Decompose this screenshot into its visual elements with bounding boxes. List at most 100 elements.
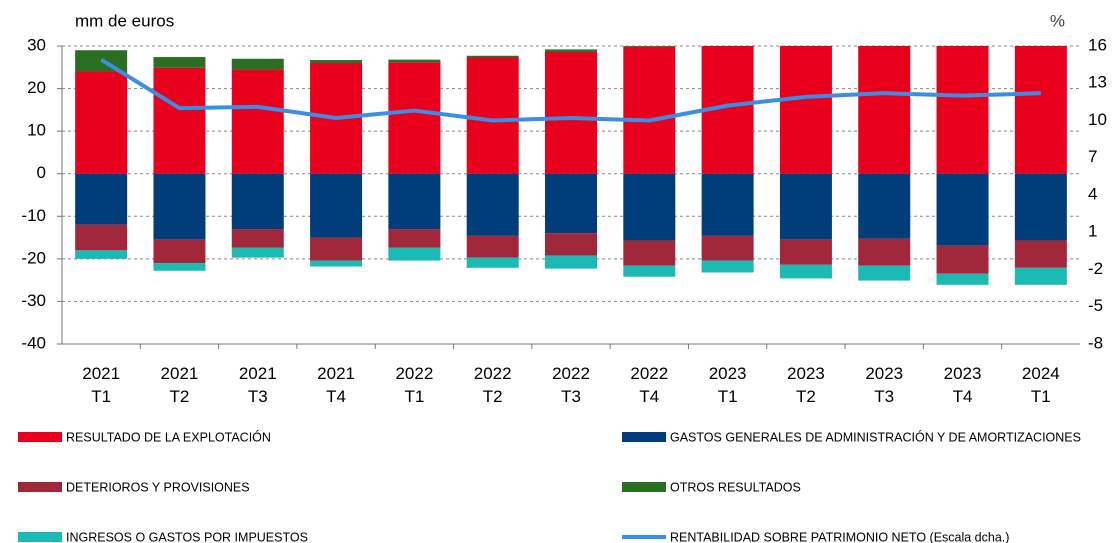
- bar: [466, 55, 519, 58]
- bar: [858, 46, 911, 174]
- bar: [779, 239, 832, 265]
- y-tick-label: -30: [21, 291, 46, 310]
- y-tick-label: -40: [21, 333, 46, 352]
- y2-tick-label: 4: [1088, 184, 1097, 203]
- legend-swatch: [622, 432, 666, 442]
- bar: [623, 265, 676, 277]
- bar: [153, 239, 206, 264]
- x-tick-label: 2021 T4: [317, 364, 355, 406]
- bar: [388, 59, 441, 63]
- bar: [701, 235, 754, 261]
- bar: [466, 257, 519, 268]
- bar: [623, 46, 676, 47]
- legend-label: DETERIOROS Y PROVISIONES: [66, 480, 250, 494]
- bar: [310, 237, 363, 261]
- bar: [858, 32, 910, 33]
- y-tick-label: 0: [37, 163, 46, 182]
- x-tick-label: 2023 T4: [944, 364, 982, 406]
- bar: [780, 36, 832, 37]
- bar: [75, 250, 128, 259]
- y2-tick-label: 13: [1088, 73, 1107, 92]
- x-tick-label: 2022 T2: [474, 364, 512, 406]
- bar: [466, 57, 519, 174]
- y-tick-label: 30: [27, 35, 46, 54]
- bar: [310, 260, 363, 267]
- bar: [937, 32, 989, 33]
- bar: [1014, 46, 1067, 174]
- y2-tick-label: -2: [1088, 259, 1103, 278]
- bar: [310, 173, 363, 238]
- y2-tick-label: -5: [1088, 296, 1103, 315]
- bar: [623, 173, 676, 241]
- bar: [623, 46, 676, 174]
- y2-tick-label: 16: [1088, 35, 1107, 54]
- bar: [545, 49, 597, 52]
- bar: [858, 265, 911, 281]
- y2-axis-label: %: [1050, 11, 1065, 30]
- legend-label: INGRESOS O GASTOS POR IMPUESTOS: [66, 530, 308, 543]
- bar: [388, 229, 441, 248]
- bar: [153, 67, 206, 174]
- bar: [779, 173, 832, 240]
- x-tick-label: 2023 T2: [787, 364, 825, 406]
- bar: [388, 173, 441, 230]
- bar: [231, 173, 284, 230]
- bar: [466, 173, 519, 236]
- bar: [545, 233, 597, 256]
- x-tick-label: 2021 T3: [239, 364, 277, 406]
- bar: [75, 224, 128, 251]
- legend-label: RESULTADO DE LA EXPLOTACIÓN: [66, 429, 271, 444]
- bar: [701, 260, 754, 273]
- bar: [231, 247, 284, 258]
- bar: [153, 173, 206, 240]
- x-tick-label: 2022 T3: [552, 364, 590, 406]
- x-tick-label: 2023 T3: [865, 364, 903, 406]
- y-tick-label: -20: [21, 248, 46, 267]
- bar: [858, 173, 911, 239]
- legend-swatch: [18, 532, 62, 542]
- legend-swatch: [622, 482, 666, 492]
- bar: [231, 229, 284, 248]
- bar: [545, 51, 597, 174]
- x-tick-label: 2024 T1: [1022, 364, 1060, 406]
- bars: [75, 32, 1067, 285]
- bar: [545, 173, 597, 234]
- y-tick-label: -10: [21, 206, 46, 225]
- y2-tick-label: 7: [1088, 147, 1097, 166]
- legend-label: GASTOS GENERALES DE ADMINISTRACIÓN Y DE …: [670, 429, 1081, 444]
- bar: [936, 46, 989, 174]
- x-tick-label: 2022 T4: [630, 364, 668, 406]
- bar: [1014, 240, 1067, 268]
- bar: [231, 69, 284, 174]
- bar: [779, 264, 832, 279]
- bar: [310, 60, 363, 64]
- legend-swatch: [18, 482, 62, 492]
- y-axis-label: mm de euros: [75, 11, 174, 30]
- bar: [231, 58, 284, 70]
- bar: [701, 173, 754, 236]
- x-tick-label: 2023 T1: [709, 364, 747, 406]
- bar: [936, 273, 989, 285]
- bar: [858, 238, 911, 266]
- bar: [702, 40, 754, 41]
- bar: [153, 263, 206, 271]
- legend-label: OTROS RESULTADOS: [670, 480, 801, 494]
- legend-swatch: [18, 432, 62, 442]
- bar: [153, 57, 206, 68]
- bar: [623, 240, 676, 266]
- bar: [75, 173, 128, 225]
- y2-tick-label: 1: [1088, 222, 1097, 241]
- bar: [1014, 173, 1067, 241]
- line: [100, 57, 1041, 123]
- bar: [1014, 267, 1067, 285]
- x-tick-label: 2021 T2: [161, 364, 199, 406]
- legend-label: RENTABILIDAD SOBRE PATRIMONIO NETO (Esca…: [670, 530, 1009, 543]
- bar: [75, 71, 128, 174]
- bar: [936, 245, 989, 274]
- bar: [779, 46, 832, 174]
- bar: [545, 255, 597, 269]
- y2-tick-label: 10: [1088, 110, 1107, 129]
- y2-tick-label: -8: [1088, 333, 1103, 352]
- x-tick-label: 2021 T1: [82, 364, 120, 406]
